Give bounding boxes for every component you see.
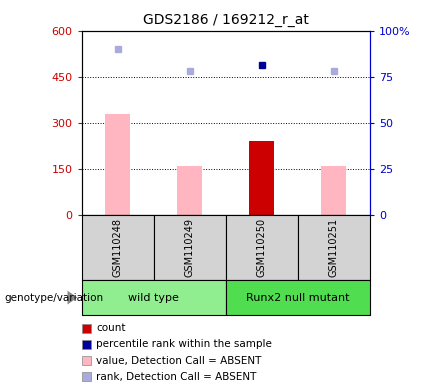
- Bar: [298, 215, 370, 280]
- Bar: [82, 215, 154, 280]
- Text: count: count: [96, 323, 126, 333]
- Text: percentile rank within the sample: percentile rank within the sample: [96, 339, 272, 349]
- Text: wild type: wild type: [128, 293, 179, 303]
- Text: GSM110251: GSM110251: [329, 218, 339, 277]
- Bar: [82, 372, 91, 381]
- Text: value, Detection Call = ABSENT: value, Detection Call = ABSENT: [96, 356, 262, 366]
- Bar: [249, 141, 274, 215]
- Bar: [154, 215, 226, 280]
- Text: GSM110250: GSM110250: [257, 218, 267, 277]
- Bar: [82, 324, 91, 333]
- Text: GSM110249: GSM110249: [185, 218, 195, 277]
- Bar: [226, 280, 370, 315]
- Text: Runx2 null mutant: Runx2 null mutant: [246, 293, 350, 303]
- Bar: [82, 356, 91, 365]
- Polygon shape: [68, 291, 77, 305]
- Title: GDS2186 / 169212_r_at: GDS2186 / 169212_r_at: [143, 13, 309, 27]
- Bar: [82, 340, 91, 349]
- Bar: [82, 280, 226, 315]
- Bar: [177, 166, 203, 215]
- Bar: [321, 166, 347, 215]
- Bar: [105, 114, 130, 215]
- Bar: [226, 215, 298, 280]
- Text: genotype/variation: genotype/variation: [4, 293, 104, 303]
- Text: GSM110248: GSM110248: [113, 218, 123, 277]
- Text: rank, Detection Call = ABSENT: rank, Detection Call = ABSENT: [96, 372, 257, 382]
